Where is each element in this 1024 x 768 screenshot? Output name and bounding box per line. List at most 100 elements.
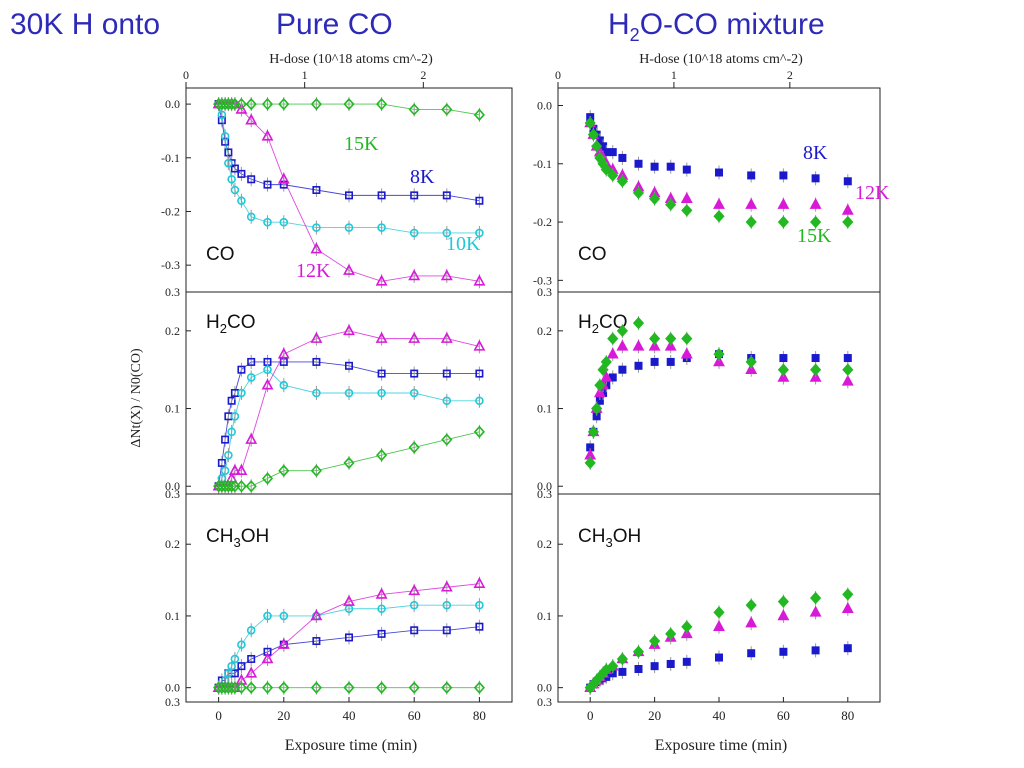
formula-part: CO xyxy=(227,312,256,333)
data-point-15K xyxy=(649,192,661,205)
top-axis-tick-label: 0 xyxy=(183,68,189,82)
data-point-8K xyxy=(224,148,233,157)
formula-part: CO xyxy=(206,244,235,265)
data-point-15K xyxy=(777,215,789,229)
y-tick-label: 0.0 xyxy=(537,98,552,112)
data-point-10K xyxy=(230,412,240,421)
data-point-12K xyxy=(777,609,790,621)
data-point-12K xyxy=(841,203,854,215)
data-point-8K xyxy=(237,365,246,374)
y-tick-label: 0.1 xyxy=(537,609,552,623)
data-point-10K xyxy=(377,223,386,232)
formula-part: 3 xyxy=(605,535,612,550)
panel-species-label: CO xyxy=(578,244,607,265)
panel-species-label: CH3OH xyxy=(578,526,641,550)
data-point-12K xyxy=(343,263,355,275)
x-tick-label: 80 xyxy=(841,708,854,723)
header-mixture-prefix: H xyxy=(608,8,630,41)
data-point-15K xyxy=(810,215,822,229)
data-point-8K xyxy=(312,357,321,366)
formula-part: OH xyxy=(613,526,642,547)
y-tick-label: 0.3 xyxy=(165,487,180,501)
data-point-8K xyxy=(344,361,353,370)
x-tick-label: 0 xyxy=(215,708,222,723)
data-point-15K xyxy=(616,652,628,666)
header-mixture: H2O-CO mixture xyxy=(608,8,825,46)
data-point-12K xyxy=(375,587,388,599)
data-point-8K xyxy=(247,654,256,663)
data-point-12K xyxy=(680,192,693,204)
series-label-12K: 12K xyxy=(855,182,890,204)
data-point-10K xyxy=(409,388,419,398)
data-point-8K xyxy=(410,626,419,635)
data-point-15K xyxy=(584,116,596,130)
x-tick-label: 60 xyxy=(408,708,421,723)
y-tick-label: -0.2 xyxy=(533,215,552,229)
data-point-8K xyxy=(714,168,723,177)
x-tick-label: 40 xyxy=(713,708,726,723)
header-mixture-suffix: O-CO mixture xyxy=(639,8,825,41)
data-point-15K xyxy=(441,681,453,694)
data-point-15K xyxy=(235,480,247,493)
formula-part: CH xyxy=(206,526,233,547)
series-label-15K: 15K xyxy=(344,133,379,155)
y-tick-label: 0.2 xyxy=(537,537,552,551)
data-point-8K xyxy=(475,196,484,205)
data-point-15K xyxy=(261,681,274,694)
data-point-8K xyxy=(747,649,756,658)
data-point-12K xyxy=(375,274,388,286)
data-point-15K xyxy=(261,97,274,111)
data-point-12K xyxy=(277,637,290,649)
data-point-15K xyxy=(616,324,628,338)
y-tick-label: 0.0 xyxy=(165,479,180,493)
data-point-8K xyxy=(779,647,788,656)
data-point-12K xyxy=(261,652,274,664)
top-axis-tick-label: 1 xyxy=(302,68,308,82)
data-point-10K xyxy=(263,611,272,621)
x-tick-label: 0 xyxy=(587,708,594,723)
x-axis-label: Exposure time (min) xyxy=(655,737,787,754)
data-point-15K xyxy=(594,379,606,392)
series-line-10K xyxy=(218,604,480,689)
data-point-12K xyxy=(473,339,486,351)
data-point-12K xyxy=(408,269,421,281)
data-point-15K xyxy=(607,332,619,345)
data-point-10K xyxy=(217,110,227,120)
y-tick-label: 0.0 xyxy=(165,97,180,111)
data-point-15K xyxy=(473,108,485,122)
y-tick-label: 0.1 xyxy=(165,402,180,416)
data-point-15K xyxy=(600,163,612,176)
data-point-15K xyxy=(376,97,388,111)
data-point-12K xyxy=(343,594,355,606)
data-point-10K xyxy=(442,600,452,610)
data-point-8K xyxy=(634,159,643,168)
header-mixture-sub: 2 xyxy=(629,25,640,45)
data-point-10K xyxy=(220,132,230,141)
formula-part: 2 xyxy=(592,321,599,336)
data-point-12K xyxy=(440,331,453,343)
panel-species-label: CH3OH xyxy=(206,526,269,550)
header-pure-co: Pure CO xyxy=(276,8,393,41)
x-tick-label: 40 xyxy=(343,708,356,723)
data-point-8K xyxy=(650,662,659,671)
data-point-15K xyxy=(591,402,603,415)
data-point-10K xyxy=(246,625,256,635)
data-point-15K xyxy=(810,363,822,376)
data-point-10K xyxy=(312,388,321,398)
data-point-12K xyxy=(841,602,854,614)
data-point-15K xyxy=(616,175,628,188)
data-point-15K xyxy=(681,332,693,345)
data-point-15K xyxy=(408,441,420,454)
data-point-8K xyxy=(618,667,627,676)
data-point-10K xyxy=(263,217,272,227)
data-point-15K xyxy=(665,332,677,345)
data-point-8K xyxy=(811,354,820,363)
data-point-10K xyxy=(312,223,321,232)
y-tick-label: 0.3 xyxy=(537,285,552,299)
data-point-15K xyxy=(343,456,355,470)
series-label-12K: 12K xyxy=(296,260,331,282)
series-line-10K xyxy=(218,103,480,234)
data-point-10K xyxy=(344,223,354,232)
data-point-8K xyxy=(843,354,852,363)
series-line-8K xyxy=(218,361,480,487)
